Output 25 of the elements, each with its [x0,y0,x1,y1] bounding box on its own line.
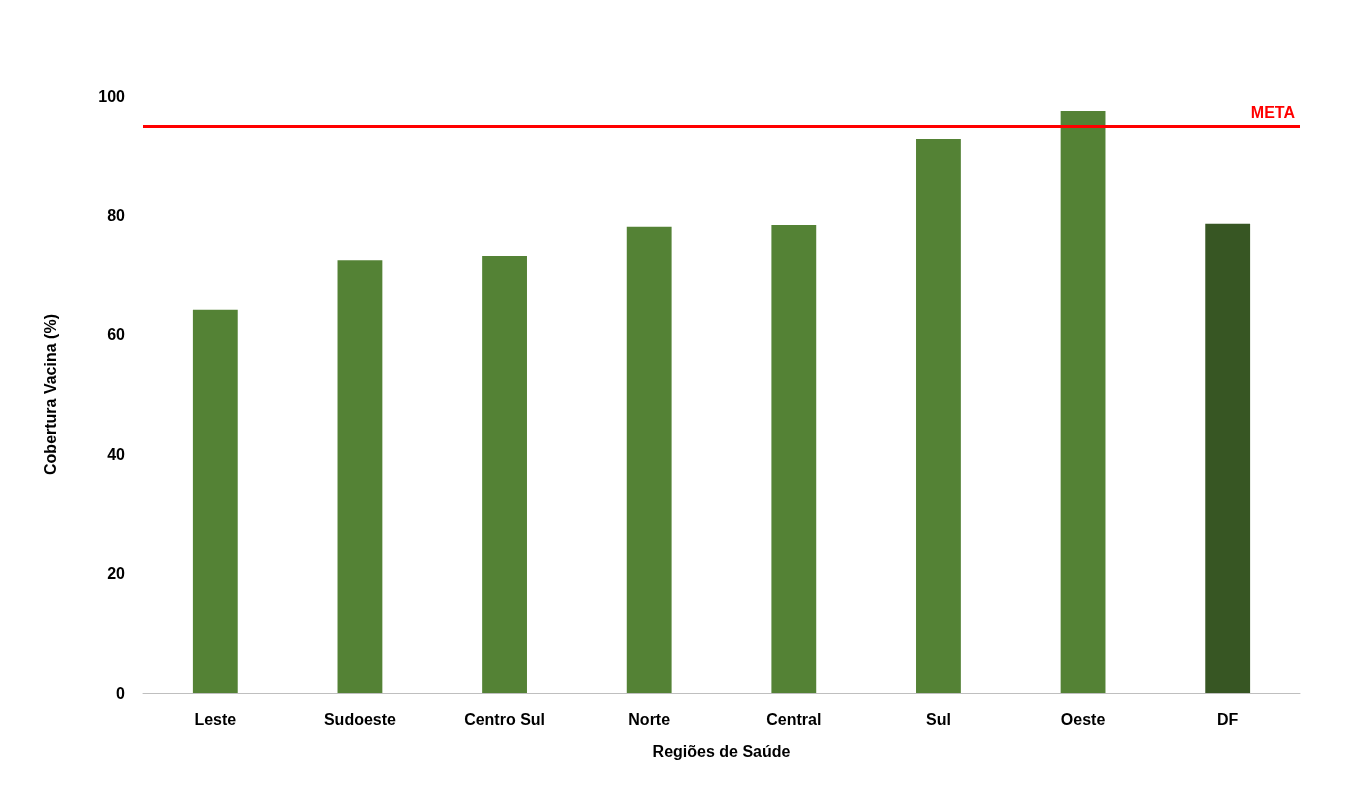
bar [771,224,817,693]
x-tick-label: Sul [925,710,951,728]
bar [1205,223,1251,693]
y-tick-label: 0 [116,684,126,702]
y-axis-title: Cobertura Vacina (%) [41,314,59,475]
y-tick-label: 20 [107,565,126,583]
bar [626,226,672,693]
y-tick-label: 100 [98,87,126,105]
bar [1060,110,1106,693]
x-tick-label: DF [1217,710,1239,728]
x-tick-label: Centro Sul [464,710,546,728]
bar [192,309,238,693]
x-axis-title: Regiões de Saúde [652,742,791,760]
y-tick-label: 80 [107,206,126,224]
bar [337,260,383,693]
x-tick-label: Central [766,710,822,728]
x-tick-label: Oeste [1060,710,1106,728]
x-tick-label: Norte [628,710,671,728]
bar [916,138,961,693]
bar [482,256,527,693]
y-tick-label: 40 [107,445,126,463]
x-tick-label: Leste [194,710,237,728]
x-tick-label: Sudoeste [323,710,397,728]
y-tick-label: 60 [107,326,126,344]
ref-line-label: META [1250,104,1296,122]
